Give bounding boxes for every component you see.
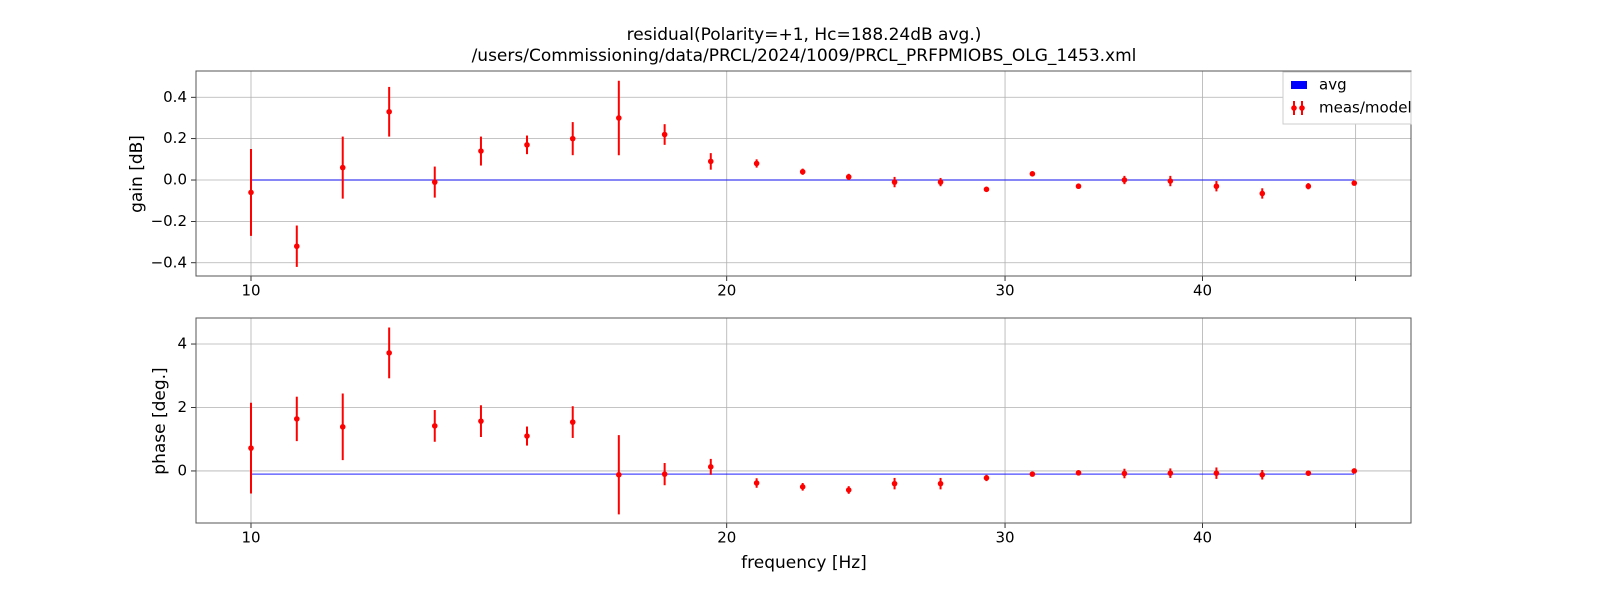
plot-frame [195, 317, 1412, 524]
data-point [1259, 190, 1266, 197]
y-tick-label: 4 [177, 335, 187, 353]
x-tick-label: 10 [241, 529, 260, 547]
data-point [524, 433, 530, 439]
x-tick-label: 20 [717, 282, 736, 300]
y-tick-label: 0.2 [163, 129, 187, 147]
data-point [1167, 470, 1174, 476]
data-point [983, 186, 990, 193]
data-point [753, 160, 760, 167]
data-point [293, 416, 300, 422]
data-point [707, 464, 714, 470]
y-tick-label: 2 [177, 398, 187, 416]
x-tick-label: 30 [995, 529, 1014, 547]
y-tick-label: 0 [177, 461, 187, 479]
data-point [386, 350, 392, 356]
data-point [937, 480, 944, 487]
x-tick-label: 40 [1193, 282, 1212, 300]
y-tick-label: 0.0 [163, 171, 187, 189]
data-point [1351, 180, 1358, 186]
x-axis-label: frequency [Hz] [741, 553, 867, 573]
data-point [845, 174, 852, 180]
y-axis-label: phase [deg.] [150, 367, 170, 474]
data-point [431, 179, 438, 185]
data-point [616, 471, 622, 478]
chart-subtitle: /users/Commissioning/data/PRCL/2024/1009… [472, 46, 1137, 66]
data-point [1259, 471, 1266, 478]
data-point [1029, 171, 1036, 177]
data-point [1075, 183, 1082, 190]
data-point [799, 484, 806, 490]
y-axis-label: gain [dB] [127, 135, 147, 213]
data-point [661, 471, 668, 477]
data-point [248, 189, 254, 196]
legend-label: meas/model [1319, 99, 1412, 117]
y-tick-label: −0.4 [151, 253, 187, 271]
data-point [616, 115, 622, 121]
data-point [1075, 470, 1082, 476]
data-point [983, 475, 990, 481]
data-point [1121, 177, 1128, 183]
data-point [478, 148, 484, 154]
data-point [753, 480, 760, 486]
data-point [1213, 183, 1220, 190]
legend-swatch [1291, 81, 1307, 89]
data-point [845, 487, 852, 493]
data-point [1305, 470, 1312, 476]
legend-swatch [1291, 105, 1297, 111]
data-point [1351, 468, 1358, 474]
legend-swatch [1299, 105, 1305, 111]
legend-box [1282, 71, 1412, 125]
data-point [661, 131, 668, 138]
data-point [339, 164, 346, 171]
data-point [569, 135, 576, 142]
chart-title: residual(Polarity=+1, Hc=188.24dB avg.) [627, 25, 982, 45]
data-point [524, 142, 530, 148]
x-tick-label: 20 [717, 529, 736, 547]
data-point [293, 243, 300, 250]
data-point [478, 418, 484, 424]
data-point [1121, 470, 1128, 477]
data-point [431, 423, 438, 429]
x-tick-label: 10 [241, 282, 260, 300]
x-tick-label: 30 [995, 282, 1014, 300]
y-tick-label: −0.2 [151, 212, 187, 230]
data-point [891, 179, 898, 185]
data-point [891, 480, 898, 487]
data-point [1167, 178, 1174, 184]
x-tick-label: 40 [1193, 529, 1212, 547]
y-tick-label: 0.4 [163, 88, 187, 106]
data-point [1305, 183, 1312, 190]
data-point [707, 158, 714, 165]
plot-frame [195, 70, 1412, 277]
data-point [937, 179, 944, 185]
data-point [1213, 470, 1220, 476]
data-point [1029, 471, 1036, 477]
data-point [339, 424, 346, 430]
data-point [799, 168, 806, 175]
data-point [569, 419, 576, 425]
data-point [248, 445, 254, 451]
data-point [386, 108, 392, 115]
legend-label: avg [1319, 76, 1347, 94]
